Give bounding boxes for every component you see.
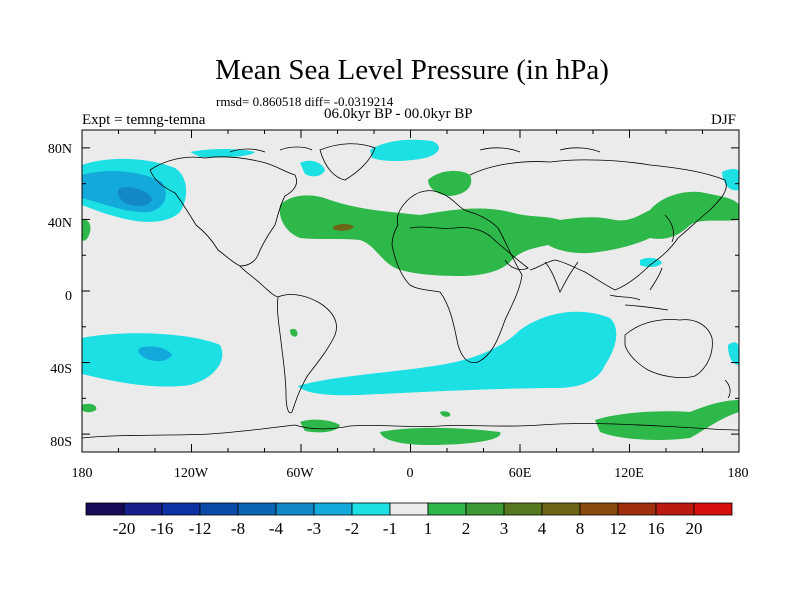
east-pacific-core: [138, 346, 172, 362]
colorbar-swatch: [313, 502, 353, 516]
colorbar-label: -12: [188, 519, 212, 538]
colorbar-label: 1: [423, 519, 433, 538]
south-pacific-small-high: [440, 411, 451, 417]
mediterranean-coast: [409, 226, 491, 237]
southern-ocean-high-3: [380, 427, 501, 445]
colorbar-label: 4: [537, 519, 547, 538]
scandinavia-high: [428, 170, 472, 196]
europe-africa-coast: [391, 190, 523, 364]
colorbar-swatch: [389, 502, 429, 516]
australia-coast: [624, 319, 713, 378]
colorbar-label: 8: [575, 519, 585, 538]
x-tick-label: 60W: [286, 466, 314, 481]
japan-coast: [664, 214, 674, 243]
colorbar-label: -2: [344, 519, 360, 538]
colorbar-label: 3: [499, 519, 509, 538]
colorbar-label: -1: [382, 519, 398, 538]
experiment-label: Expt = temng-temna: [82, 112, 206, 128]
period-text: 06.0kyr BP - 00.0kyr BP: [324, 106, 473, 122]
colorbar-label: -16: [150, 519, 174, 538]
colorbar-swatch: [541, 502, 581, 516]
central-america-coast: [239, 265, 279, 298]
colorbar-swatch: [655, 502, 695, 516]
atlantic-high-core: [333, 224, 354, 231]
x-tick-label: 0: [406, 466, 414, 481]
chart-title: Mean Sea Level Pressure (in hPa): [215, 54, 609, 86]
season-label: DJF: [711, 112, 737, 128]
colorbar-swatch: [275, 502, 315, 516]
colorbar-swatch: [579, 502, 619, 516]
map-background: [82, 130, 739, 452]
colorbar-swatch: [161, 502, 201, 516]
colorbar-swatch: [123, 502, 163, 516]
colorbar-label: -4: [268, 519, 284, 538]
x-tick-label: 120E: [614, 466, 644, 481]
colorbar-label: -8: [230, 519, 246, 538]
north-america-coast: [149, 156, 297, 267]
axis-ticks: [81, 130, 740, 452]
colorbar-swatch: [85, 502, 125, 516]
southern-ocean-high-1: [82, 403, 97, 413]
colorbar-swatch: [465, 502, 505, 516]
southern-ocean-high-2: [300, 419, 340, 433]
y-tick-label: 0: [65, 289, 72, 304]
labrador-anomaly: [300, 160, 325, 177]
colorbar-swatch: [617, 502, 657, 516]
andes-small-high: [290, 328, 298, 337]
colorbar-swatch: [351, 502, 391, 516]
colorbar: [85, 502, 733, 516]
arabia-coast: [489, 235, 529, 270]
colorbar-swatch: [693, 502, 733, 516]
colorbar-swatch: [503, 502, 543, 516]
colorbar-label: 2: [461, 519, 471, 538]
stats-text: rmsd= 0.860518 diff= -0.0319214: [216, 94, 394, 109]
australia-east-anomaly: [728, 342, 739, 365]
colorbar-label: 16: [647, 519, 665, 538]
greenland-anomaly: [370, 139, 439, 161]
arctic-strip: [190, 149, 255, 158]
colorbar-label: 20: [685, 519, 703, 538]
west-pacific-high: [82, 219, 91, 241]
y-tick-label: 40N: [47, 216, 72, 231]
south-america-coast: [277, 294, 337, 414]
coastlines: [82, 143, 739, 439]
colorbar-label: -3: [306, 519, 322, 538]
antarctica-coast: [82, 423, 739, 439]
southeast-asia-islands: [609, 267, 669, 311]
x-tick-label: 60E: [508, 466, 532, 481]
southern-ocean-high-4: [595, 400, 739, 440]
new-zealand-coast: [724, 379, 731, 399]
asia-coast: [469, 159, 727, 291]
x-tick-label: 120W: [173, 466, 209, 481]
greenland-coast: [319, 143, 376, 181]
north-pacific-low-inner: [117, 187, 152, 207]
y-tick-label: 80S: [50, 435, 72, 450]
x-tick-label: 180: [727, 466, 749, 481]
south-atlantic-indian-anomaly: [298, 311, 617, 396]
colorbar-swatch: [199, 502, 239, 516]
colorbar-swatch: [237, 502, 277, 516]
colorbar-label: 12: [609, 519, 627, 538]
colorbar-label: -20: [112, 519, 136, 538]
y-tick-label: 40S: [50, 362, 72, 377]
india-coast: [544, 261, 579, 293]
x-tick-label: 180: [71, 466, 93, 481]
y-tick-label: 80N: [47, 142, 72, 157]
arctic-islands: [229, 146, 601, 153]
colorbar-swatch: [427, 502, 467, 516]
